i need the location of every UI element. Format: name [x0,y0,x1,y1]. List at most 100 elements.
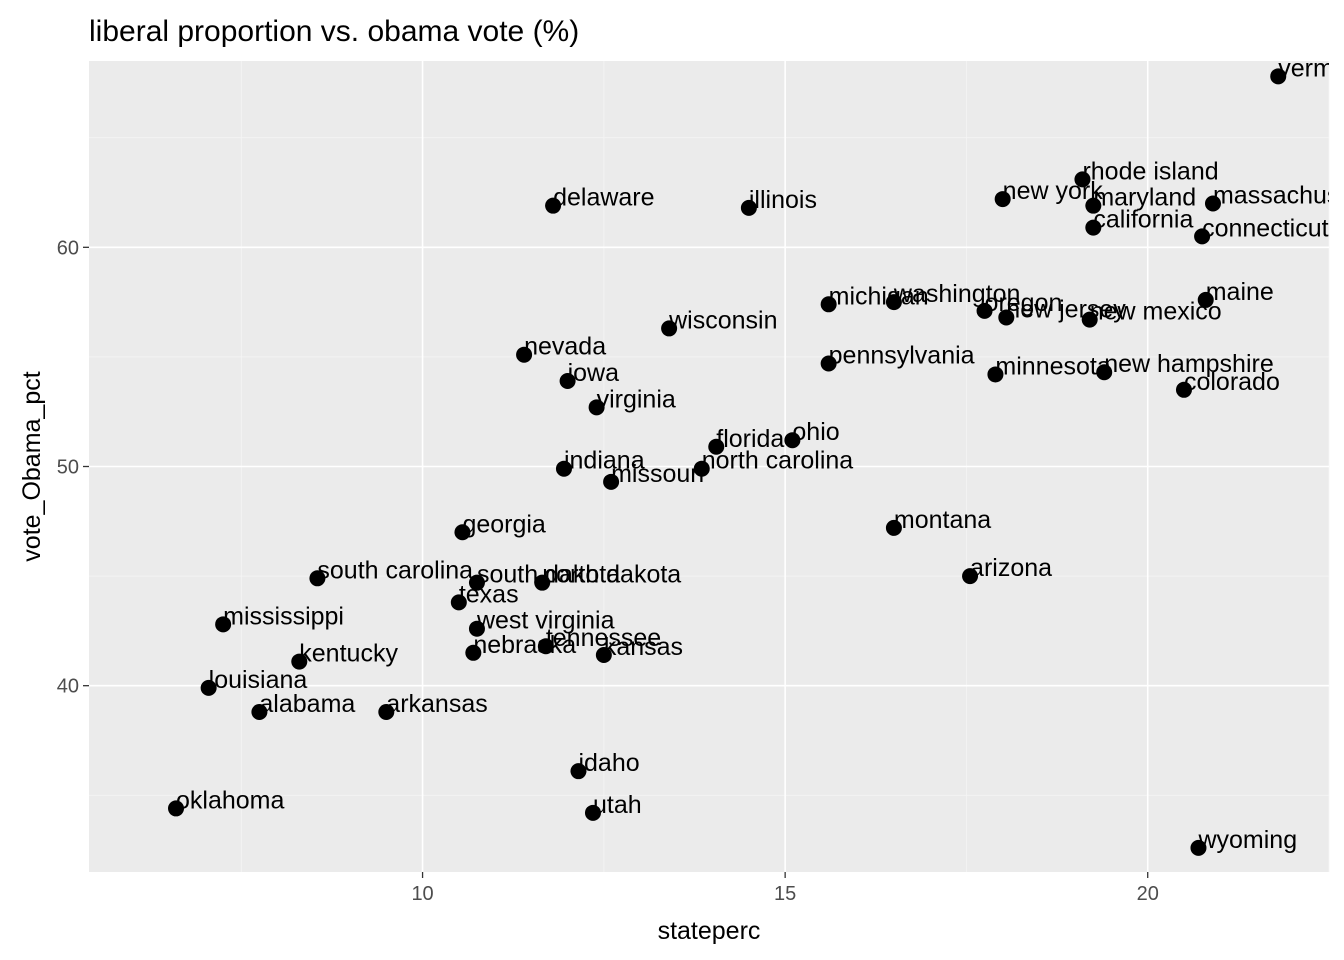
data-point-north-carolina [693,460,710,477]
data-point-georgia [454,524,471,541]
point-label-missouri: missouri [611,460,704,488]
data-point-wyoming [1190,839,1207,856]
x-axis-title: stateperc [658,917,761,945]
data-point-tennessee [537,638,554,655]
point-label-massachusetts: massachusetts [1213,181,1344,209]
data-point-texas [450,594,467,611]
data-point-illinois [740,199,757,216]
point-label-new-hampshire: new hampshire [1104,350,1274,378]
point-label-alabama: alabama [259,690,355,718]
data-point-california [1085,219,1102,236]
x-tick-label: 10 [411,883,433,905]
x-axis: 10 15 20 [411,872,1159,905]
data-point-new-jersey [998,309,1015,326]
data-point-iowa [559,373,576,390]
point-label-georgia: georgia [462,510,545,538]
y-axis: 40 50 60 [57,237,89,698]
point-label-south-dakota: south dakota [477,561,620,589]
point-label-maryland: maryland [1093,184,1196,212]
y-tick-label: 40 [57,676,79,698]
data-point-west-virginia [468,620,485,637]
point-label-north-carolina: north carolina [702,447,854,475]
point-label-louisiana: louisiana [209,666,308,694]
point-label-new-mexico: new mexico [1090,298,1222,326]
data-point-rhode-island [1074,171,1091,188]
points-layer [168,68,1287,856]
point-label-west-virginia: west virginia [476,607,615,635]
data-point-oregon [976,302,993,319]
point-label-arkansas: arkansas [386,690,487,718]
data-point-north-dakota [534,574,551,591]
point-label-arizona: arizona [970,554,1052,582]
point-label-kentucky: kentucky [299,640,398,668]
point-label-michigan: michigan [829,282,929,310]
point-label-wisconsin: wisconsin [668,306,777,334]
data-point-arizona [962,568,979,585]
point-label-connecticut: connecticut [1202,214,1329,242]
data-point-new-york [994,191,1011,208]
chart-title: liberal proportion vs. obama vote (%) [89,15,579,48]
data-point-ohio [784,432,801,449]
data-point-florida [708,438,725,455]
data-point-maine [1197,291,1214,308]
point-label-minnesota: minnesota [995,352,1110,380]
point-label-california: california [1093,206,1193,234]
data-point-delaware [545,197,562,214]
y-tick-label: 50 [57,457,79,479]
x-tick-label: 20 [1137,883,1159,905]
point-label-indiana: indiana [564,447,645,475]
point-label-texas: texas [459,580,519,608]
point-label-iowa: iowa [568,359,620,387]
data-point-colorado [1175,381,1192,398]
point-label-new-york: new york [1003,177,1104,205]
data-point-south-carolina [309,570,326,587]
major-gridlines [89,61,1329,872]
data-point-washington [885,294,902,311]
point-label-nebraska: nebraska [473,631,576,659]
point-label-idaho: idaho [578,749,639,777]
point-label-oregon: oregon [985,289,1063,317]
point-label-washington: washington [893,280,1020,308]
data-point-massachusetts [1204,195,1221,212]
y-tick-label: 60 [57,237,79,259]
data-point-maryland [1085,197,1102,214]
data-point-vermont [1270,68,1287,85]
data-point-oklahoma [168,800,185,817]
point-label-mississippi: mississippi [223,602,344,630]
point-label-colorado: colorado [1184,368,1280,396]
x-tick-label: 15 [774,883,796,905]
data-point-south-dakota [468,574,485,591]
point-label-rhode-island: rhode island [1082,157,1218,185]
data-point-kansas [595,647,612,664]
point-label-new-jersey: new jersey [1006,295,1126,323]
data-point-missouri [603,473,620,490]
point-label-maine: maine [1206,278,1274,306]
point-label-wyoming: wyoming [1197,826,1297,854]
point-label-ohio: ohio [792,418,839,446]
point-label-kansas: kansas [604,633,683,661]
point-label-delaware: delaware [553,184,654,212]
data-point-mississippi [215,616,232,633]
data-point-connecticut [1194,228,1211,245]
data-point-virginia [588,399,605,416]
point-label-tennessee: tennessee [546,624,661,652]
point-label-illinois: illinois [749,186,817,214]
data-point-new-hampshire [1096,364,1113,381]
point-label-nevada: nevada [524,333,606,361]
data-point-montana [885,519,902,536]
data-point-wisconsin [661,320,678,337]
data-point-new-mexico [1081,311,1098,328]
point-label-north-dakota: north dakota [542,561,681,589]
point-label-virginia: virginia [597,385,676,413]
data-point-minnesota [987,366,1004,383]
data-point-alabama [251,703,268,720]
data-point-nevada [516,346,533,363]
data-point-louisiana [200,679,217,696]
point-label-oklahoma: oklahoma [176,786,284,814]
data-point-pennsylvania [820,355,837,372]
data-point-utah [584,804,601,821]
point-label-utah: utah [593,791,642,819]
point-label-florida: florida [716,425,784,453]
